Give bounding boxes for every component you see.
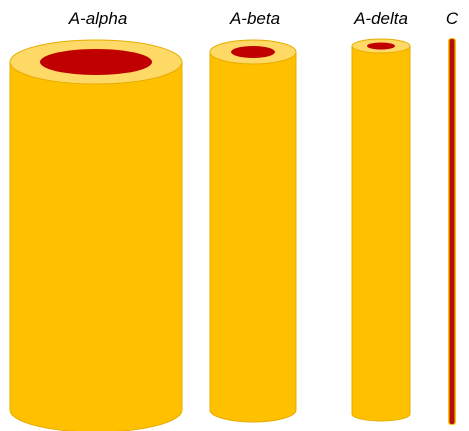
fiber-c <box>448 38 456 425</box>
fiber-a-alpha <box>9 39 183 431</box>
fiber-a-delta <box>351 38 411 422</box>
fiber-label: C <box>446 9 459 28</box>
fiber-axon <box>231 46 275 58</box>
fiber-axon <box>449 39 455 424</box>
fiber-axon <box>40 49 152 75</box>
fiber-label: A-delta <box>353 9 408 28</box>
fiber-body <box>209 51 297 423</box>
fiber-body <box>351 45 411 422</box>
fiber-body <box>9 61 183 431</box>
fiber-label: A-beta <box>229 9 280 28</box>
fiber-axon <box>367 42 395 50</box>
fiber-a-beta <box>209 39 297 423</box>
fiber-label: A-alpha <box>68 9 128 28</box>
